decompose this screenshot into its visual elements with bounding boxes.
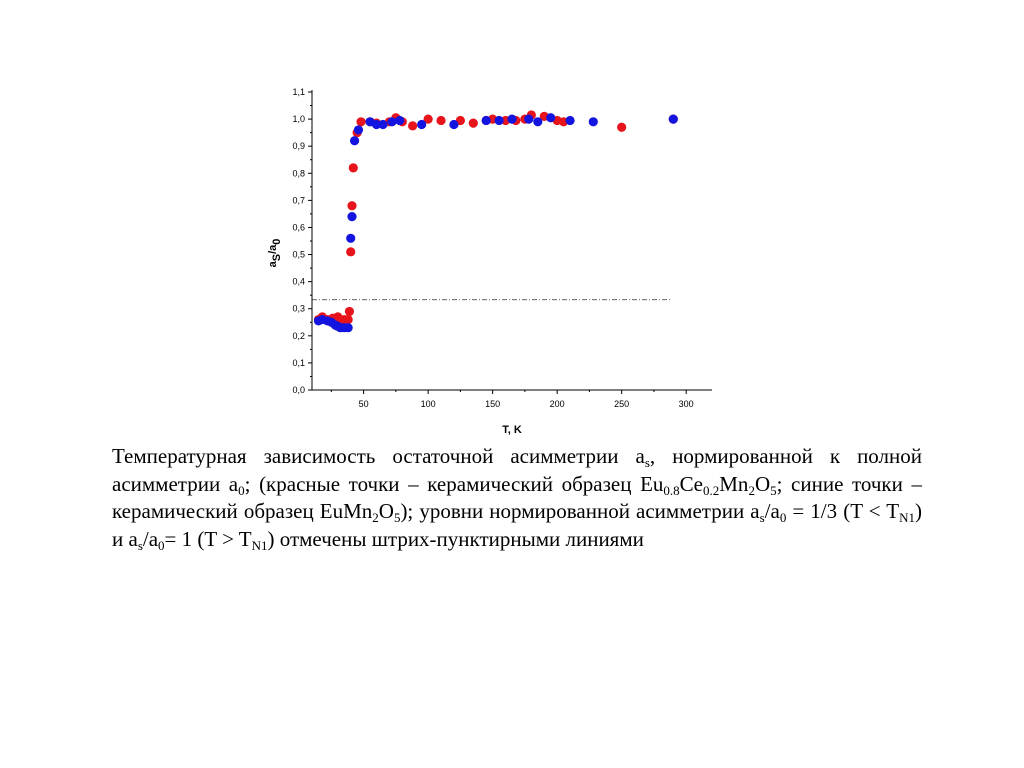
- blue-data-point: [524, 114, 534, 124]
- x-axis-title: T, K: [502, 424, 522, 436]
- caption-text: , нормированной к полной асимметрии a: [112, 444, 922, 496]
- caption-text: O: [378, 499, 394, 523]
- y-axis-title-sub2: 0: [271, 239, 283, 245]
- caption-text: Температурная зависимость остаточной аси…: [112, 444, 645, 468]
- caption-sub: 2: [748, 482, 755, 498]
- chart-axes: [311, 90, 712, 391]
- blue-data-point: [481, 115, 491, 126]
- y-tick-label: 0,3: [292, 304, 305, 314]
- y-axis-title: aS/a0: [267, 239, 283, 268]
- blue-data-point: [417, 119, 427, 130]
- blue-data-point: [395, 115, 405, 126]
- red-data-point: [347, 201, 357, 211]
- x-tick-label: 100: [421, 399, 436, 409]
- y-tick-label: 0,7: [292, 195, 305, 205]
- red-data-point: [343, 314, 353, 325]
- caption-sub: 2: [372, 510, 379, 525]
- caption-text: Mn: [719, 471, 749, 496]
- y-tick-label: 0,5: [292, 250, 305, 260]
- blue-data-point: [533, 117, 543, 127]
- y-axis-title-main: a: [267, 260, 279, 267]
- blue-data-point: [349, 136, 360, 146]
- blue-data-point: [343, 323, 353, 333]
- x-tick-label: 50: [359, 399, 369, 409]
- caption-text: /a: [142, 526, 159, 551]
- blue-data-point: [378, 119, 388, 130]
- caption-text: ; (красные точки – керамический образец …: [244, 471, 664, 496]
- blue-data-point: [565, 115, 575, 126]
- red-data-point: [344, 306, 355, 317]
- x-tick-label: 150: [485, 399, 500, 409]
- blue-data-point: [588, 117, 598, 127]
- caption-sub: s: [644, 455, 650, 470]
- y-tick-label: 1,0: [292, 114, 305, 124]
- caption-sub: 0: [779, 510, 787, 525]
- caption-sub: 5: [770, 482, 777, 498]
- y-tick-label: 0,2: [292, 331, 305, 341]
- y-axis-title-slash: /a: [267, 244, 279, 254]
- blue-data-point: [387, 117, 397, 127]
- y-tick-label: 0,6: [292, 222, 305, 232]
- y-tick-label: 0,1: [292, 358, 305, 368]
- caption-text: = 1 (T > T: [164, 526, 252, 551]
- red-data-point: [408, 121, 418, 131]
- x-tick-label: 300: [679, 399, 694, 409]
- x-ticks: 50 100 150 200 250 300: [330, 390, 694, 409]
- y-tick-label: 1,1: [292, 87, 305, 97]
- red-data-point: [436, 115, 446, 126]
- scatter-chart: 0,0 0,1 0,2 0,3 0,4 0,5 0,6 0,7 0,8 0,9 1,0 1,1 50 1…: [267, 87, 712, 436]
- caption-text: ) и a: [112, 499, 922, 551]
- caption-sub: 5: [393, 510, 401, 525]
- blue-data-point: [507, 114, 517, 124]
- caption-sub: N1: [251, 537, 268, 553]
- blue-data-point: [668, 114, 678, 124]
- red-data-point: [617, 122, 627, 132]
- red-data-point: [423, 114, 433, 124]
- y-tick-label: 0,8: [292, 168, 305, 178]
- red-data-point: [356, 117, 366, 127]
- red-data-point: [468, 118, 478, 128]
- figure-caption: Температурная зависимость остаточной аси…: [112, 443, 922, 553]
- red-data-point: [346, 247, 356, 257]
- blue-data-point: [449, 119, 459, 130]
- caption-text: Ce: [679, 471, 703, 496]
- caption-sub: 0.2: [703, 482, 720, 498]
- blue-data-point: [546, 113, 556, 123]
- blue-data-point: [494, 115, 504, 126]
- caption-sub: 0: [158, 537, 165, 553]
- caption-text: = 1/3 (T < T: [786, 499, 900, 523]
- blue-data-point: [371, 119, 382, 130]
- caption-text: ) отмечены штрих-пунктирными линиями: [267, 526, 644, 551]
- y-tick-label: 0,4: [292, 277, 305, 287]
- caption-sub: s: [759, 510, 765, 525]
- y-ticks: 0,0 0,1 0,2 0,3 0,4 0,5 0,6 0,7 0,8 0,9 1,0 1,1: [292, 87, 312, 395]
- caption-sub: 0.8: [663, 482, 680, 498]
- caption-text: ); уровни нормированной асимметрии a: [400, 499, 760, 523]
- caption-sub: 0: [238, 482, 245, 498]
- blue-data-point: [347, 212, 357, 222]
- caption-sub: s: [137, 537, 143, 553]
- red-data-point: [348, 163, 358, 173]
- x-tick-label: 250: [614, 399, 629, 409]
- blue-data-point: [346, 233, 356, 243]
- data-points: [313, 110, 678, 333]
- y-axis-title-sub1: S: [271, 254, 283, 261]
- caption-sub: N1: [899, 510, 915, 525]
- caption-text: /a: [764, 499, 780, 523]
- y-tick-label: 0,9: [292, 141, 305, 151]
- y-tick-label: 0,0: [292, 385, 305, 395]
- blue-data-point: [353, 125, 364, 135]
- x-tick-label: 200: [550, 399, 565, 409]
- caption-text: O: [754, 471, 771, 496]
- caption-text: ; синие точки – керамический образец EuM…: [112, 471, 922, 524]
